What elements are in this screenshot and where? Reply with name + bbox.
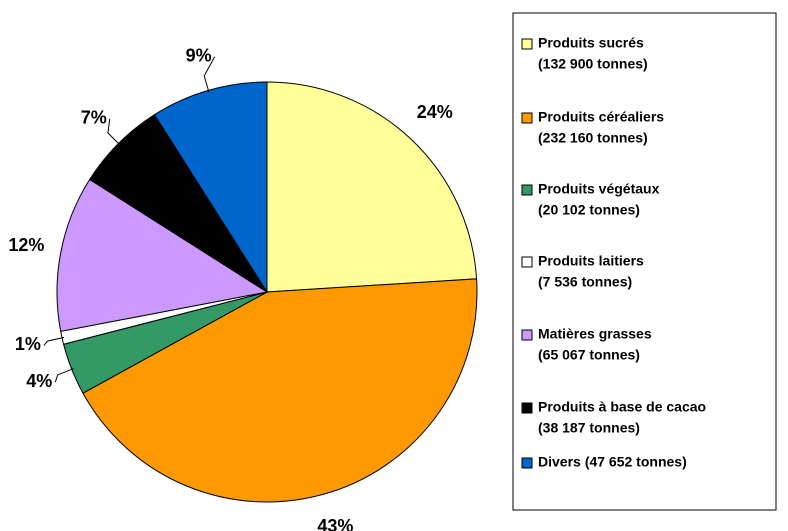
legend-detail: (7 536 tonnes): [538, 274, 632, 290]
legend-label: Produits végétaux: [538, 181, 660, 197]
pie-label: 9%: [186, 45, 212, 65]
legend-detail: (47 652 tonnes): [585, 454, 687, 470]
legend-label: Produits laitiers: [538, 253, 644, 269]
pie-label: 43%: [317, 516, 353, 531]
legend-detail: (20 102 tonnes): [538, 202, 640, 218]
legend-swatch: [521, 38, 533, 50]
pie-label: 1%: [15, 334, 41, 354]
leader-line: [107, 118, 121, 146]
legend-detail: (65 067 tonnes): [538, 347, 640, 363]
legend-detail: (232 160 tonnes): [538, 130, 648, 146]
legend-detail: (38 187 tonnes): [538, 420, 640, 436]
leader-line: [43, 336, 65, 346]
legend-swatch: [521, 457, 533, 469]
pie-slice: [82, 278, 478, 503]
legend-swatch: [521, 329, 533, 341]
legend-label: Divers: [538, 454, 581, 470]
legend-swatch: [521, 112, 533, 124]
leader-line: [203, 56, 216, 93]
legend-box: [512, 12, 777, 511]
pie-label: 12%: [8, 235, 44, 255]
legend-swatch: [521, 184, 533, 196]
legend-label: Produits céréaliers: [538, 109, 664, 125]
legend-swatch: [521, 402, 533, 414]
legend-swatch: [521, 256, 533, 268]
legend-label: Produits sucrés: [538, 35, 644, 51]
legend-label: Matières grasses: [538, 326, 652, 342]
pie-label: 24%: [417, 102, 453, 122]
leader-line: [54, 368, 74, 383]
legend-label: Produits à base de cacao: [538, 399, 706, 415]
pie-slice: [56, 178, 269, 332]
legend-detail: (132 900 tonnes): [538, 56, 648, 72]
pie-label: 7%: [81, 108, 107, 128]
pie-slice: [266, 81, 478, 293]
pie-label: 4%: [26, 371, 52, 391]
